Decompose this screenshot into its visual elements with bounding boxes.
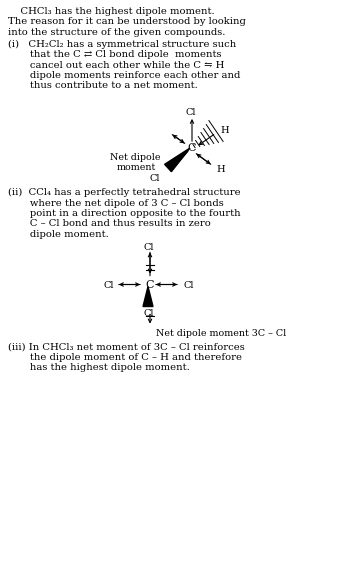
Text: that the C ⇄ Cl bond dipole  moments: that the C ⇄ Cl bond dipole moments: [8, 50, 221, 59]
Text: cancel out each other while the C ⇋ H: cancel out each other while the C ⇋ H: [8, 60, 224, 69]
Text: Cl: Cl: [186, 108, 197, 117]
Polygon shape: [143, 286, 153, 306]
Text: H: H: [220, 126, 228, 135]
Text: where the net dipole of 3 C – Cl bonds: where the net dipole of 3 C – Cl bonds: [8, 198, 224, 207]
Text: thus contribute to a net moment.: thus contribute to a net moment.: [8, 81, 198, 90]
Text: dipole moments reinforce each other and: dipole moments reinforce each other and: [8, 71, 240, 80]
Text: C – Cl bond and thus results in zero: C – Cl bond and thus results in zero: [8, 219, 211, 228]
Text: has the highest dipole moment.: has the highest dipole moment.: [8, 363, 190, 372]
Text: H: H: [216, 165, 225, 174]
Text: Cl: Cl: [144, 310, 155, 319]
Text: into the structure of the given compounds.: into the structure of the given compound…: [8, 28, 225, 37]
Text: (iii) In CHCl₃ net moment of 3C – Cl reinforces: (iii) In CHCl₃ net moment of 3C – Cl rei…: [8, 342, 245, 351]
Text: Net dipole: Net dipole: [110, 153, 160, 162]
Text: dipole moment.: dipole moment.: [8, 230, 109, 239]
Text: moment: moment: [117, 163, 156, 172]
Text: The reason for it can be understood by looking: The reason for it can be understood by l…: [8, 18, 246, 27]
Text: C: C: [187, 143, 196, 153]
Polygon shape: [166, 151, 188, 170]
Text: (ii)  CCl₄ has a perfectly tetrahedral structure: (ii) CCl₄ has a perfectly tetrahedral st…: [8, 188, 241, 197]
Text: (i)   CH₂Cl₂ has a symmetrical structure such: (i) CH₂Cl₂ has a symmetrical structure s…: [8, 40, 236, 49]
Text: Cl: Cl: [183, 280, 194, 289]
Polygon shape: [165, 148, 190, 172]
Text: Net dipole moment 3C – Cl: Net dipole moment 3C – Cl: [156, 328, 286, 337]
Text: the dipole moment of C – H and therefore: the dipole moment of C – H and therefore: [8, 353, 242, 362]
Text: Cl: Cl: [144, 242, 155, 251]
Text: point in a direction opposite to the fourth: point in a direction opposite to the fou…: [8, 209, 241, 218]
Text: C: C: [145, 280, 154, 289]
Text: CHCl₃ has the highest dipole moment.: CHCl₃ has the highest dipole moment.: [8, 7, 215, 16]
Text: Cl: Cl: [104, 280, 115, 289]
Text: Cl: Cl: [150, 174, 160, 183]
